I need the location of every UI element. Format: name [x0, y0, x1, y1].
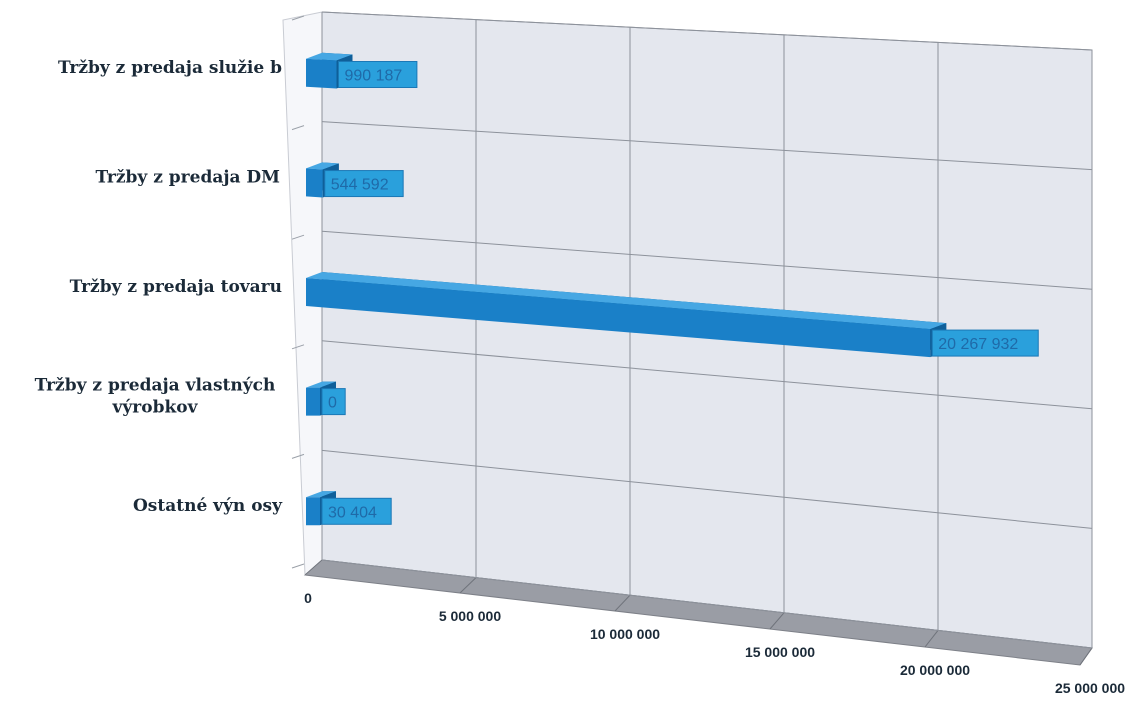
category-label: Tržby z predaja tovaru [70, 277, 282, 297]
data-label-box [337, 61, 418, 89]
bar [306, 387, 320, 416]
bar [306, 58, 337, 89]
floor-gridline [304, 559, 323, 576]
data-label-box [931, 329, 1039, 357]
x-tick-label: 10 000 000 [590, 626, 660, 642]
bar [306, 278, 931, 358]
data-label: 0 [328, 395, 337, 412]
bar-top [306, 162, 339, 170]
x-tick-label: 0 [304, 590, 312, 606]
x-tick-label: 25 000 000 [1055, 680, 1125, 696]
data-label-box [324, 170, 404, 198]
bar-top [306, 272, 947, 330]
gridline-horizontal [321, 559, 1093, 649]
bar [306, 497, 320, 526]
category-tick [291, 453, 305, 459]
gridline-horizontal [321, 340, 1093, 410]
data-label-box [321, 388, 346, 416]
x-tick-label: 15 000 000 [745, 644, 815, 660]
x-tick-label: 5 000 000 [439, 608, 501, 624]
data-label: 544 592 [331, 177, 389, 194]
bar [306, 168, 323, 198]
gridline-horizontal [321, 11, 1093, 51]
gridline-horizontal [321, 121, 1093, 171]
category-tick [291, 15, 305, 21]
data-label: 990 187 [344, 68, 402, 85]
category-label: Tržby z predaja služie b [58, 58, 282, 78]
category-tick [291, 344, 305, 350]
floor-gridline [924, 630, 939, 648]
floor-gridline [459, 577, 477, 594]
data-label: 30 404 [328, 504, 377, 521]
category-tick [291, 234, 305, 240]
category-tick [291, 125, 305, 131]
floor-gridline [769, 612, 785, 630]
data-label: 20 267 932 [938, 336, 1018, 353]
bar-top [306, 52, 353, 61]
category-tick [291, 563, 305, 569]
floor-gridline [1079, 647, 1093, 666]
bar-top [306, 491, 336, 498]
category-label: výrobkov [112, 398, 199, 418]
data-label-box [321, 497, 392, 525]
category-label: Ostatné výn osy [133, 496, 283, 516]
gridline-horizontal [321, 449, 1093, 529]
floor-gridline [614, 594, 631, 612]
category-label: Tržby z predaja DM [96, 167, 281, 187]
category-label: Tržby z predaja vlastných [35, 376, 276, 396]
gridline-horizontal [321, 230, 1093, 290]
bar-top [306, 381, 336, 388]
x-tick-label: 20 000 000 [900, 662, 970, 678]
